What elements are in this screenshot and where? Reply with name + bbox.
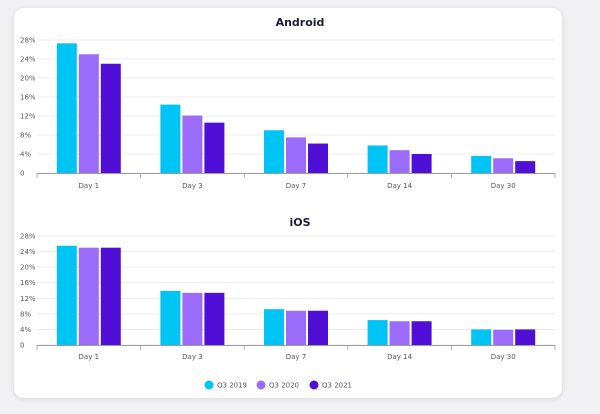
bar-q3-2019-day-1 — [56, 245, 77, 345]
bar-q3-2020-day-7 — [286, 310, 306, 345]
legend-label-q3-2021: Q3 2021 — [322, 382, 352, 390]
y-tick-label: 0 — [20, 170, 24, 178]
legend-label-q3-2020: Q3 2020 — [269, 382, 299, 390]
bar-q3-2021-day-30 — [515, 161, 536, 173]
y-tick-label: 28% — [20, 233, 36, 241]
y-tick-label: 4% — [20, 326, 31, 334]
x-tick-label: Day 1 — [79, 182, 100, 190]
x-tick-label: Day 7 — [286, 353, 307, 361]
android-chart: Android 0 4% 8% 12% 16% 20% 24% 28% Day 1 Day 3 Day… — [20, 16, 556, 190]
y-tick-label: 12% — [20, 295, 36, 303]
y-tick-label: 0 — [20, 342, 24, 350]
y-tick-label: 12% — [20, 113, 36, 121]
bar-q3-2019-day-14 — [367, 145, 388, 173]
legend-label-q3-2019: Q3 2019 — [217, 382, 247, 390]
bar-q3-2019-day-3 — [160, 290, 181, 345]
y-tick-label: 24% — [20, 56, 36, 64]
bar-q3-2021-day-30 — [515, 329, 536, 345]
x-tick-label: Day 3 — [182, 353, 203, 361]
x-tick-label: Day 30 — [491, 353, 516, 361]
bar-q3-2019-day-14 — [367, 320, 388, 345]
x-tick-label: Day 30 — [491, 182, 516, 190]
bar-q3-2021-day-3 — [204, 122, 225, 173]
bar-q3-2019-day-30 — [471, 155, 492, 173]
y-tick-label: 4% — [20, 151, 31, 159]
ios-chart: iOS 0 4% 8% 12% 16% 20% 24% 28% Day 1 Day 3 Day 7 Da… — [20, 216, 556, 361]
x-tick-label: Day 1 — [79, 353, 100, 361]
x-tick-label: Day 14 — [387, 353, 413, 361]
x-tick-label: Day 14 — [387, 182, 413, 190]
bar-q3-2021-day-1 — [100, 63, 121, 173]
bar-q3-2021-day-14 — [411, 321, 432, 345]
bar-q3-2020-day-30 — [493, 329, 514, 345]
bar-q3-2019-day-7 — [264, 309, 284, 345]
bar-q3-2020-day-14 — [389, 150, 410, 173]
bar-q3-2021-day-7 — [308, 143, 328, 173]
y-tick-label: 20% — [20, 75, 36, 83]
y-tick-label: 20% — [20, 264, 36, 272]
bar-q3-2019-day-3 — [160, 104, 181, 173]
bar-q3-2019-day-30 — [471, 329, 492, 345]
y-tick-label: 16% — [20, 94, 36, 102]
bar-q3-2021-day-14 — [411, 154, 432, 173]
bar-q3-2021-day-3 — [204, 292, 225, 345]
bar-q3-2020-day-3 — [182, 115, 203, 173]
bar-q3-2020-day-7 — [286, 137, 306, 173]
bar-q3-2021-day-7 — [308, 310, 328, 345]
y-tick-label: 8% — [20, 310, 31, 318]
y-tick-label: 24% — [20, 248, 36, 256]
legend-swatch-q3-2021 — [309, 380, 319, 390]
chart-legend: Q3 2019 Q3 2020 Q3 2021 — [204, 380, 352, 390]
bar-q3-2020-day-14 — [389, 321, 410, 345]
bar-q3-2020-day-3 — [182, 292, 203, 345]
x-tick-label: Day 3 — [182, 182, 203, 190]
chart-title: iOS — [289, 216, 310, 229]
bar-q3-2021-day-1 — [100, 247, 121, 345]
x-tick-label: Day 7 — [286, 182, 307, 190]
y-tick-label: 28% — [20, 37, 36, 45]
y-tick-label: 16% — [20, 279, 36, 287]
bar-q3-2019-day-1 — [56, 43, 77, 174]
bar-q3-2020-day-1 — [78, 247, 99, 345]
bar-q3-2020-day-30 — [493, 158, 514, 173]
bar-q3-2020-day-1 — [78, 54, 99, 173]
chart-title: Android — [276, 16, 325, 29]
legend-swatch-q3-2020 — [256, 380, 266, 390]
legend-swatch-q3-2019 — [204, 380, 214, 390]
y-tick-label: 8% — [20, 132, 31, 140]
bar-q3-2019-day-7 — [264, 130, 284, 173]
